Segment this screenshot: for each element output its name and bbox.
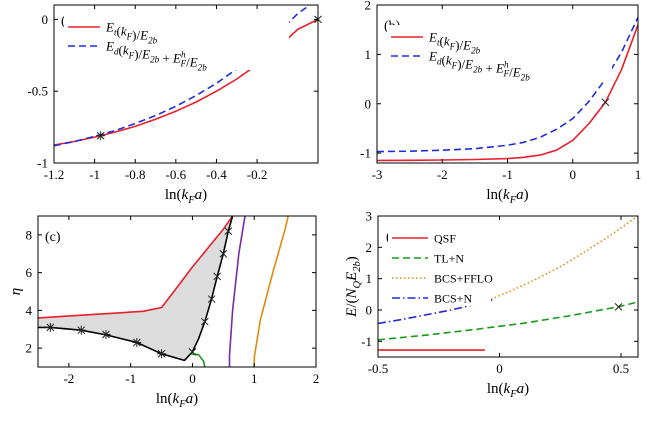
legend-label: Et(kF)/E2b <box>105 20 158 46</box>
y-tick-label: 2 <box>26 341 33 356</box>
x-axis-label: ln(kFa) <box>165 187 207 206</box>
panel-3: -2 -1 0 1 2 2 4 6 8 (c) ln(kFa) η <box>8 215 320 410</box>
x-tick-label: 0 <box>496 361 503 376</box>
series-line-5 <box>253 216 289 367</box>
y-axis-label: E/(NQE2b) <box>344 256 363 318</box>
x-tick-label: -0.6 <box>166 167 187 182</box>
panel-2: -3-2-101-1012(b)ln(kFa)Et(kF)/E2bEd(kF)/… <box>360 0 641 206</box>
x-tick-label: -2 <box>63 371 74 386</box>
x-tick-label: 0 <box>189 371 196 386</box>
axes-frame <box>53 4 319 164</box>
legend-label: TL+N <box>434 252 464 266</box>
marker-7 <box>200 317 209 326</box>
x-axis-label: ln(kFa) <box>487 381 529 400</box>
panel-4: -0.500.5-10123(d)ln(kFa)E/(NQE2b)QSFTL+N… <box>344 209 639 400</box>
series-line-3 <box>189 353 206 367</box>
x-tick-label: -2 <box>437 167 448 182</box>
x-tick-label: -3 <box>372 167 383 182</box>
y-tick-label: 1 <box>366 271 373 286</box>
series-line-4 <box>378 299 493 325</box>
legend-label: Et(kF)/E2b <box>428 30 481 56</box>
x-tick-label: -0.2 <box>247 167 268 182</box>
x-tick-label: 0.5 <box>613 361 629 376</box>
marker-1 <box>614 303 623 311</box>
y-tick-label: 4 <box>26 303 33 318</box>
marker-3 <box>101 330 111 340</box>
marker-6 <box>188 348 197 356</box>
y-axis-label: η <box>8 288 24 295</box>
y-tick-label: 2 <box>365 0 372 13</box>
y-tick-label: -1 <box>360 146 371 161</box>
y-tick-label: 8 <box>26 227 33 242</box>
marker-10 <box>219 249 228 258</box>
legend-label: QSF <box>434 232 456 246</box>
marker-1 <box>601 98 610 107</box>
marker-1 <box>96 131 106 141</box>
y-tick-label: 0 <box>42 12 49 27</box>
x-tick-label: 0 <box>570 167 577 182</box>
y-tick-label: 2 <box>366 240 373 255</box>
panel-label: (c) <box>45 230 61 245</box>
series-line-1 <box>38 216 234 319</box>
marker-9 <box>213 272 222 281</box>
x-tick-label: -0.5 <box>368 361 389 376</box>
axes-frame <box>37 215 317 368</box>
y-tick-label: -1 <box>37 156 48 171</box>
marker-1 <box>45 322 55 332</box>
y-tick-label: -0.5 <box>27 84 48 99</box>
legend-label: Ed(kF)/E2b + Eh F/E2b <box>105 39 207 73</box>
y-tick-label: 1 <box>365 47 372 62</box>
marker-4 <box>132 337 142 347</box>
marker-8 <box>207 295 216 303</box>
x-tick-label: -1 <box>125 371 136 386</box>
shaded-region <box>38 216 233 361</box>
legend-label: BCS+N <box>434 292 472 306</box>
series-line-3 <box>486 216 638 302</box>
series-line-4 <box>228 216 246 367</box>
legend: QSF TL+N BCS+FFLO BCS+N <box>388 226 493 306</box>
marker-5 <box>157 349 167 359</box>
y-tick-label: -1 <box>361 334 372 349</box>
x-tick-label: -0.4 <box>206 167 227 182</box>
marker-11 <box>224 227 233 235</box>
y-tick-label: 6 <box>26 265 33 280</box>
x-tick-label: 2 <box>313 371 320 386</box>
x-tick-label: -1.2 <box>44 167 65 182</box>
x-tick-label: 1 <box>251 371 258 386</box>
series-line-2 <box>378 301 638 341</box>
y-tick-label: 0 <box>366 303 373 318</box>
axes-frame <box>377 215 639 358</box>
marker-2 <box>76 325 86 335</box>
x-tick-label: -1 <box>89 167 100 182</box>
x-tick-label: -1 <box>502 167 513 182</box>
y-tick-label: 0 <box>365 96 372 111</box>
legend-label: BCS+FFLO <box>434 272 493 286</box>
legend-label: Ed(kF)/E2b + Eh F/E2b <box>428 49 530 83</box>
x-tick-label: -0.8 <box>125 167 146 182</box>
y-tick-label: 3 <box>366 209 373 224</box>
panel-1: -1.2-1-0.8-0.6-0.4-0.2-1-0.50(a)ln(kFa)E… <box>27 4 322 206</box>
x-axis-label: ln(kFa) <box>486 187 528 206</box>
x-axis-label: ln(kFa) <box>156 391 198 410</box>
x-tick-label: 1 <box>635 167 642 182</box>
